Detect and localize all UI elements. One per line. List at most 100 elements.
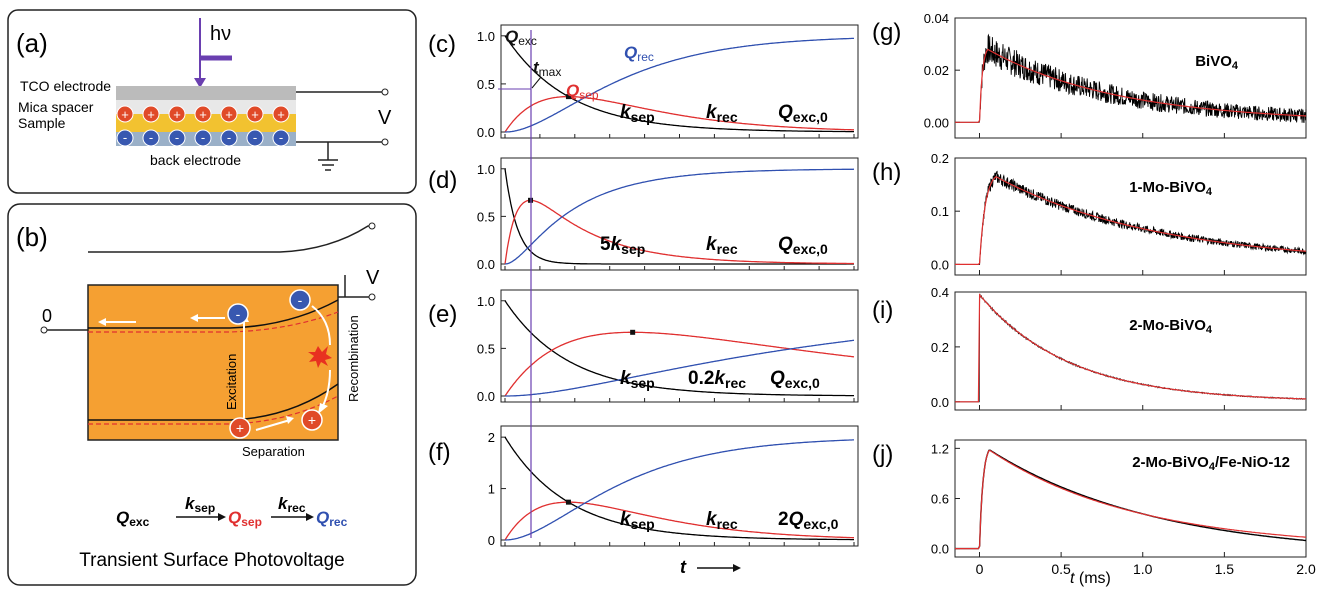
param-subscript: exc,0 (803, 516, 838, 532)
y-tick-label: 0.6 (931, 492, 949, 507)
left-terminal (40, 326, 48, 334)
y-tick-label: 0.02 (924, 63, 949, 78)
panel-b: (b) 0 V Excitation Recombination - (7, 203, 417, 586)
param-symbol: k (706, 509, 718, 530)
scheme-qsep: Qsep (228, 508, 262, 529)
param-symbol: k (611, 234, 623, 255)
param-symbol: k (714, 368, 726, 389)
electron-sign: - (279, 130, 283, 145)
electron-icon (246, 129, 264, 147)
panel-label: (c) (428, 31, 456, 58)
x-tick-label: 2.0 (1296, 561, 1316, 577)
sample-name: BiVO (1195, 53, 1232, 70)
qrec-curve (504, 168, 855, 265)
sample-label: 1-Mo-BiVO4 (1129, 179, 1213, 198)
panel-h: 0.0 0.1 0.2 (h) 1-Mo-BiVO4 (872, 151, 1307, 276)
param-label: ksep (620, 102, 655, 125)
fit-curve (955, 449, 1307, 550)
y-tick-label: 1.0 (477, 29, 495, 44)
param-subscript: sep (621, 241, 645, 257)
qexc-label: Qexc (505, 27, 537, 48)
electron-sign: - (123, 130, 127, 145)
hole-icon (220, 105, 238, 123)
sample-subscript: 4 (1209, 461, 1216, 473)
electron-sign: - (298, 292, 303, 308)
qexc-curve (504, 436, 854, 541)
hole-icon (246, 105, 264, 123)
param-symbol: k (706, 102, 718, 123)
hole-sign: + (199, 107, 207, 122)
param-label: 5ksep (600, 234, 645, 257)
electron-sign: - (253, 130, 257, 145)
panel-f: 012(f)ksep krec 2Qexc,0 (428, 425, 859, 548)
simulation-panels: 0.00.51.0(c)ksep krec Qexc,0QexcQrecQseptm… (428, 24, 859, 548)
hole-icon: + (301, 409, 323, 431)
tmax-label-symbol: t (533, 58, 540, 77)
top-terminal (368, 222, 376, 230)
zero-label: 0 (42, 306, 52, 326)
qsep-label-symbol: Q (566, 81, 579, 100)
qsep-max-marker (565, 499, 571, 505)
y-tick-label: 0.2 (931, 340, 949, 355)
exp-xlabel: t (ms) (1070, 570, 1111, 587)
param-symbol: Q (778, 102, 793, 123)
param-subscript: rec (717, 241, 738, 257)
y-tick-label: 0.5 (477, 341, 495, 356)
x-tick-label: 1.0 (1133, 561, 1153, 577)
separation-arrow-icon (286, 416, 294, 424)
param-subscript: exc,0 (793, 241, 828, 257)
plot-frame (954, 291, 1307, 411)
y-tick-label: 2 (488, 430, 495, 445)
param-label: 2Qexc,0 (778, 509, 839, 532)
y-tick-label: 0.0 (477, 389, 495, 404)
scheme-arrow-icon-2 (306, 513, 314, 521)
hole-icon (272, 105, 290, 123)
electron-icon (220, 129, 238, 147)
param-label: ksep (620, 368, 655, 391)
sample-label: 2-Mo-BiVO4 (1129, 317, 1213, 336)
electron-sign: - (236, 306, 241, 322)
light-arrow-icon (194, 78, 206, 88)
y-tick-label: 0.2 (931, 151, 949, 166)
fit-curve (955, 48, 1307, 123)
sim-xlabel: t (680, 557, 687, 577)
qrec-curve (505, 439, 854, 541)
electron-sign: - (149, 130, 153, 145)
qexc-label-symbol: Q (505, 27, 518, 46)
y-tick-label: 1.0 (477, 162, 495, 177)
param-label: Qexc,0 (778, 234, 828, 257)
param-symbol: Q (778, 234, 793, 255)
panel-e: 0.00.51.0(e)ksep 0.2krec Qexc,0 (428, 289, 859, 404)
tmax-label-subscript: max (539, 65, 562, 79)
mica-label: Mica spacer (18, 99, 94, 115)
qsep-curve (504, 501, 854, 541)
data-trace (955, 33, 1307, 124)
hole-sign: + (121, 107, 129, 122)
param-label: krec (706, 102, 738, 125)
sim-x-axis-label: t (680, 557, 741, 577)
conduction-band (88, 299, 339, 329)
qrec-curve (505, 37, 854, 133)
data-trace (955, 293, 1307, 403)
sample-label: 2-Mo-BiVO4/Fe-NiO-12 (1132, 454, 1290, 473)
fermi-level-upper (88, 311, 339, 333)
y-tick-label: 0 (488, 533, 495, 548)
panel-j: 0.0 0.6 1.2 0 0.5 1.0 1.5 2.0 (j) 2-Mo-BiVO4/Fe-N… (872, 439, 1316, 577)
y-tick-label: 0.04 (924, 11, 949, 26)
panel-label: (e) (428, 301, 457, 328)
separation-label: Separation (242, 444, 305, 459)
tmax-label: tmax (533, 58, 561, 79)
panel-b-label: (b) (16, 222, 48, 252)
param-subscript: exc,0 (793, 109, 828, 125)
sample-suffix: /Fe-NiO-12 (1215, 454, 1290, 471)
qsep-max-marker (565, 94, 571, 100)
drift-arrow-icon-1 (190, 314, 198, 322)
panel-label: (d) (428, 167, 457, 194)
panel-i: 0.0 0.2 0.4 (i) 2-Mo-BiVO4 (872, 285, 1307, 411)
y-tick-label: 0.1 (931, 204, 949, 219)
panel-label: (f) (428, 439, 451, 466)
electron-sign: - (227, 130, 231, 145)
qsep-curve (504, 95, 854, 133)
qrec-label: Qrec (624, 43, 654, 64)
param-coef: 5 (600, 234, 611, 255)
